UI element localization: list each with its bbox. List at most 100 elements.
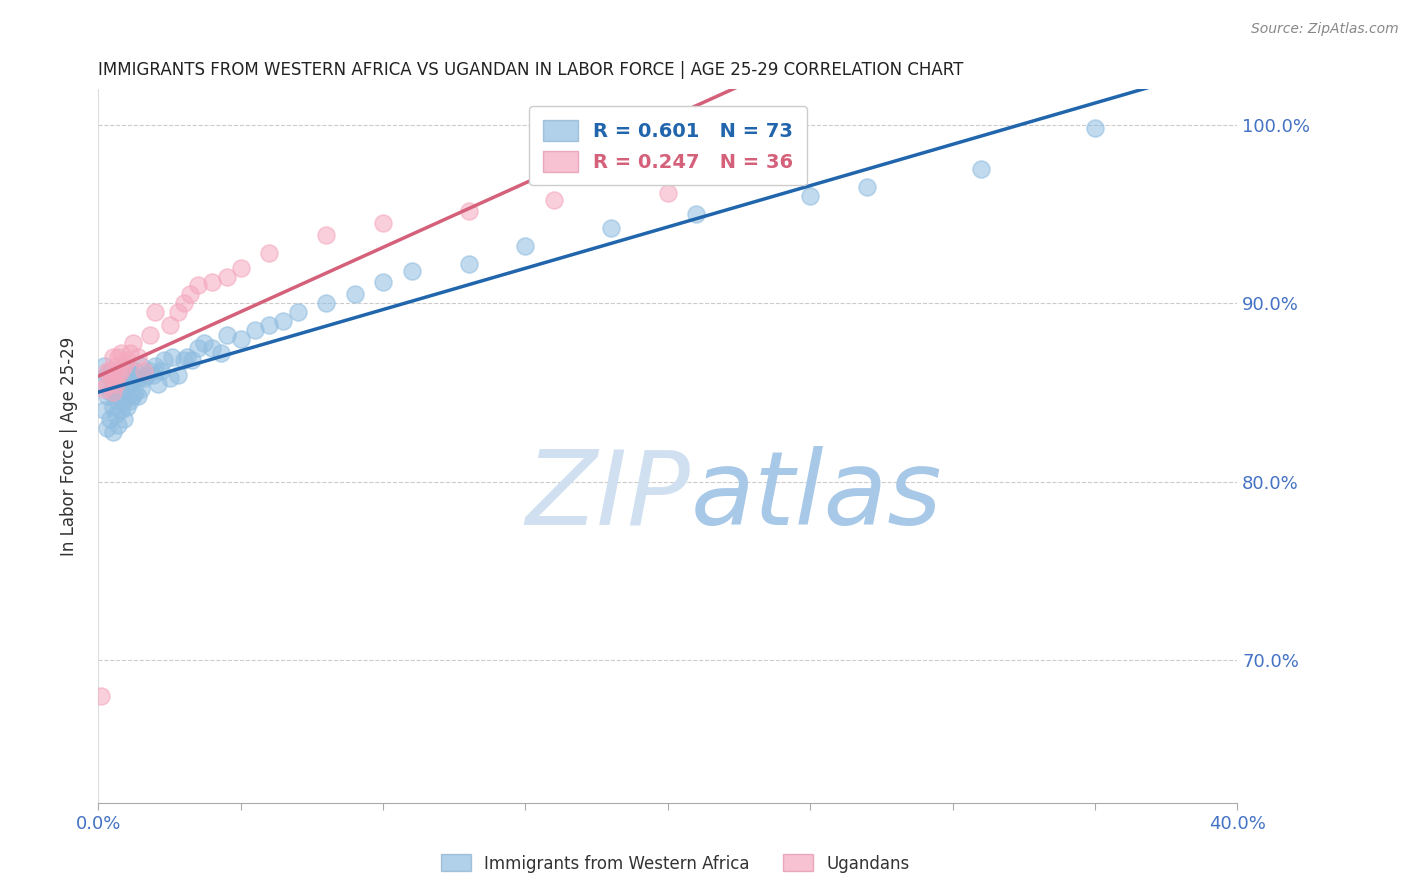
Point: [543, 193, 565, 207]
Point: [121, 335, 143, 350]
Point: [209, 346, 232, 360]
Legend: Immigrants from Western Africa, Ugandans: Immigrants from Western Africa, Ugandans: [434, 847, 915, 880]
Point: [135, 368, 157, 382]
Point: [201, 275, 224, 289]
Point: [657, 186, 679, 200]
Point: [167, 305, 190, 319]
Point: [287, 305, 309, 319]
Point: [799, 189, 821, 203]
Point: [132, 371, 155, 385]
Point: [101, 400, 124, 414]
Text: Source: ZipAtlas.com: Source: ZipAtlas.com: [1251, 22, 1399, 37]
Point: [93, 382, 115, 396]
Point: [98, 364, 121, 378]
Point: [104, 371, 127, 385]
Text: atlas: atlas: [690, 446, 942, 546]
Point: [141, 368, 163, 382]
Point: [112, 412, 135, 426]
Point: [685, 207, 707, 221]
Point: [101, 350, 124, 364]
Point: [201, 341, 224, 355]
Point: [96, 368, 118, 382]
Point: [401, 264, 423, 278]
Point: [148, 376, 170, 391]
Point: [457, 257, 479, 271]
Point: [110, 346, 132, 360]
Point: [107, 376, 129, 391]
Point: [104, 389, 127, 403]
Point: [118, 376, 141, 391]
Point: [93, 359, 115, 373]
Point: [101, 425, 124, 439]
Point: [259, 318, 281, 332]
Point: [90, 376, 112, 391]
Point: [315, 228, 337, 243]
Point: [110, 403, 132, 417]
Point: [373, 275, 395, 289]
Point: [98, 412, 121, 426]
Point: [104, 376, 127, 391]
Point: [112, 371, 135, 385]
Point: [110, 364, 132, 378]
Point: [101, 385, 124, 400]
Point: [243, 323, 266, 337]
Point: [150, 364, 173, 378]
Point: [124, 364, 146, 378]
Text: IMMIGRANTS FROM WESTERN AFRICA VS UGANDAN IN LABOR FORCE | AGE 25-29 CORRELATION: IMMIGRANTS FROM WESTERN AFRICA VS UGANDA…: [98, 62, 963, 79]
Point: [159, 318, 181, 332]
Point: [215, 328, 238, 343]
Point: [96, 376, 118, 391]
Point: [167, 368, 190, 382]
Point: [162, 350, 184, 364]
Point: [121, 389, 143, 403]
Point: [145, 359, 167, 373]
Point: [107, 417, 129, 432]
Point: [138, 364, 160, 378]
Point: [110, 385, 132, 400]
Point: [93, 403, 115, 417]
Point: [129, 382, 152, 396]
Text: ZIP: ZIP: [526, 446, 690, 546]
Point: [115, 364, 138, 378]
Point: [373, 216, 395, 230]
Point: [101, 382, 124, 396]
Point: [104, 359, 127, 373]
Point: [115, 400, 138, 414]
Point: [215, 269, 238, 284]
Point: [1084, 121, 1107, 136]
Point: [179, 287, 201, 301]
Point: [127, 350, 149, 364]
Point: [132, 364, 155, 378]
Point: [173, 296, 195, 310]
Point: [124, 385, 146, 400]
Point: [153, 353, 176, 368]
Point: [343, 287, 366, 301]
Point: [856, 180, 879, 194]
Y-axis label: In Labor Force | Age 25-29: In Labor Force | Age 25-29: [59, 336, 77, 556]
Point: [118, 346, 141, 360]
Point: [229, 260, 252, 275]
Point: [115, 382, 138, 396]
Point: [98, 364, 121, 378]
Point: [101, 371, 124, 385]
Point: [115, 353, 138, 368]
Point: [127, 371, 149, 385]
Point: [970, 162, 993, 177]
Point: [187, 341, 209, 355]
Point: [107, 394, 129, 409]
Point: [145, 305, 167, 319]
Point: [112, 394, 135, 409]
Point: [98, 385, 121, 400]
Point: [121, 368, 143, 382]
Point: [173, 353, 195, 368]
Point: [104, 407, 127, 421]
Point: [159, 371, 181, 385]
Point: [187, 278, 209, 293]
Point: [96, 389, 118, 403]
Point: [138, 328, 160, 343]
Point: [107, 350, 129, 364]
Point: [259, 246, 281, 260]
Legend: R = 0.601   N = 73, R = 0.247   N = 36: R = 0.601 N = 73, R = 0.247 N = 36: [529, 106, 807, 186]
Point: [90, 689, 112, 703]
Point: [101, 364, 124, 378]
